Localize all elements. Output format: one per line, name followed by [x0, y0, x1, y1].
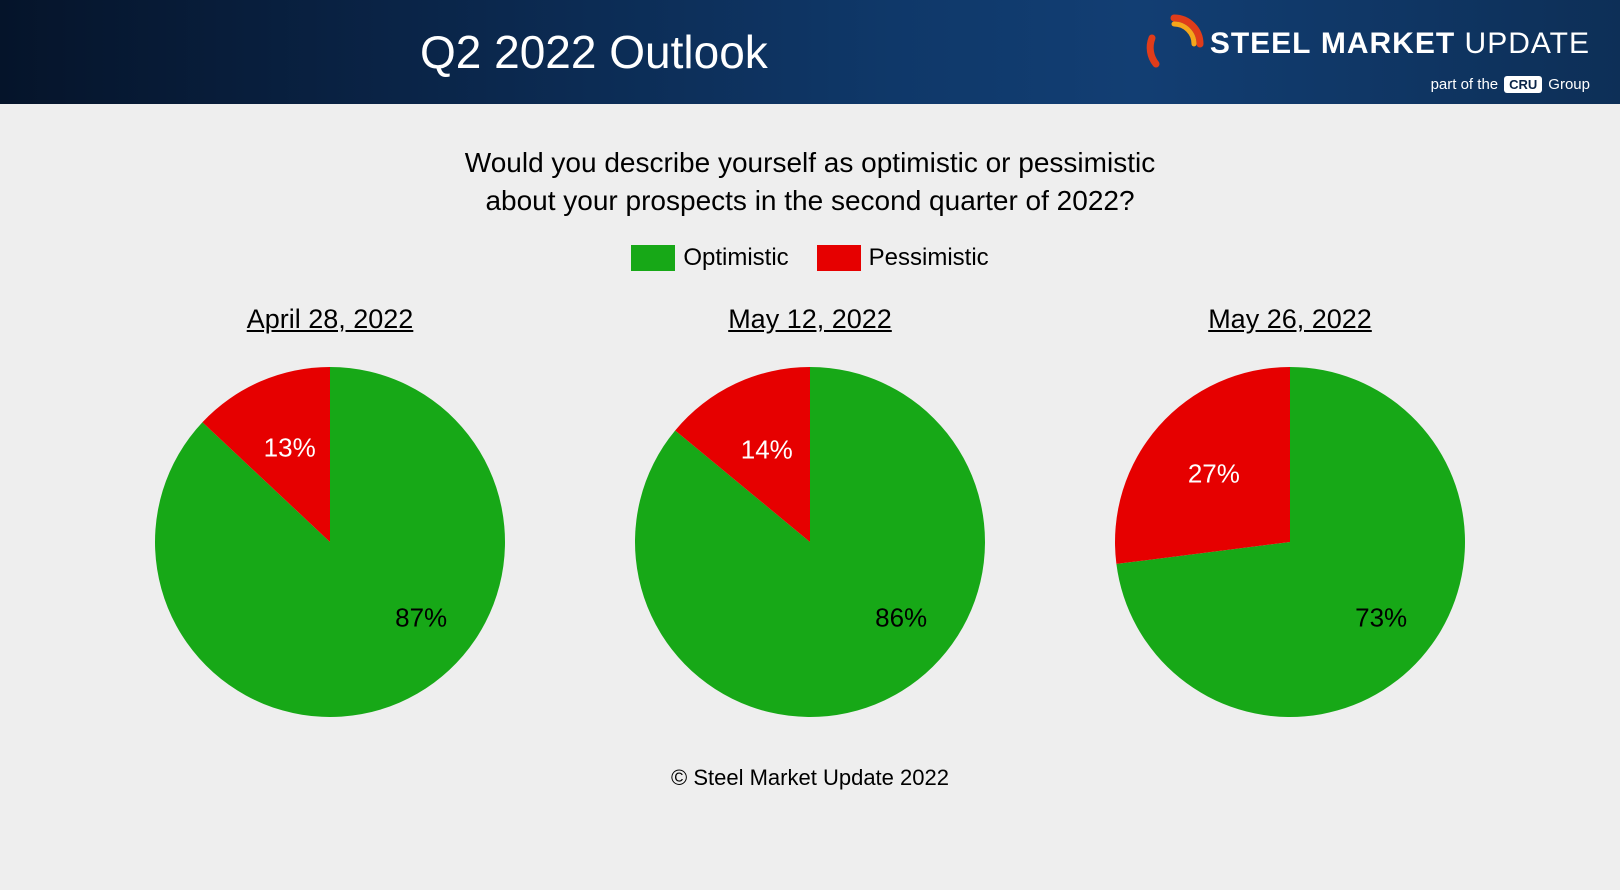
pie-chart: 27% 73% — [1115, 367, 1465, 717]
brand-sub-badge: CRU — [1504, 76, 1542, 93]
brand-row: STEEL MARKET UPDATE — [1144, 14, 1590, 74]
pie-chart: 13% 87% — [155, 367, 505, 717]
brand-subtitle: part of the CRU Group — [1431, 76, 1590, 93]
brand-word-3: UPDATE — [1465, 27, 1590, 60]
pie-svg — [155, 367, 505, 717]
pie-label-pessimistic: 14% — [741, 434, 793, 465]
pie-label-pessimistic: 13% — [264, 433, 316, 464]
question-line-2: about your prospects in the second quart… — [0, 182, 1620, 220]
footer-copyright: © Steel Market Update 2022 — [0, 765, 1620, 791]
brand-block: STEEL MARKET UPDATE part of the CRU Grou… — [1144, 14, 1590, 93]
legend-label-optimistic: Optimistic — [683, 244, 788, 272]
content-area: Would you describe yourself as optimisti… — [0, 104, 1620, 791]
chart-date: May 26, 2022 — [1208, 304, 1372, 335]
pie-label-optimistic: 87% — [395, 603, 447, 634]
brand-arc-icon — [1144, 14, 1204, 74]
pie-svg — [1115, 367, 1465, 717]
legend-item-optimistic: Optimistic — [631, 244, 788, 272]
brand-sub-suffix: Group — [1548, 76, 1590, 93]
chart-column: April 28, 2022 13% 87% — [155, 304, 505, 717]
legend-swatch-optimistic — [631, 245, 675, 271]
chart-column: May 26, 2022 27% 73% — [1115, 304, 1465, 717]
header-bar: Q2 2022 Outlook STEEL MARKET UPDATE part… — [0, 0, 1620, 104]
chart-date: April 28, 2022 — [247, 304, 414, 335]
brand-word-2: MARKET — [1321, 27, 1455, 60]
legend-item-pessimistic: Pessimistic — [817, 244, 989, 272]
charts-row: April 28, 202213%87%May 12, 202214%86%Ma… — [0, 304, 1620, 717]
survey-question: Would you describe yourself as optimisti… — [0, 144, 1620, 220]
page-title: Q2 2022 Outlook — [420, 25, 768, 79]
brand-text: STEEL MARKET UPDATE — [1210, 27, 1590, 61]
pie-label-pessimistic: 27% — [1188, 459, 1240, 490]
chart-date: May 12, 2022 — [728, 304, 892, 335]
pie-chart: 14% 86% — [635, 367, 985, 717]
brand-word-1: STEEL — [1210, 27, 1312, 60]
brand-sub-prefix: part of the — [1431, 76, 1499, 93]
chart-column: May 12, 2022 14% 86% — [635, 304, 985, 717]
pie-svg — [635, 367, 985, 717]
legend-label-pessimistic: Pessimistic — [869, 244, 989, 272]
pie-label-optimistic: 73% — [1355, 603, 1407, 634]
question-line-1: Would you describe yourself as optimisti… — [0, 144, 1620, 182]
legend: Optimistic Pessimistic — [0, 244, 1620, 272]
pie-label-optimistic: 86% — [875, 603, 927, 634]
legend-swatch-pessimistic — [817, 245, 861, 271]
